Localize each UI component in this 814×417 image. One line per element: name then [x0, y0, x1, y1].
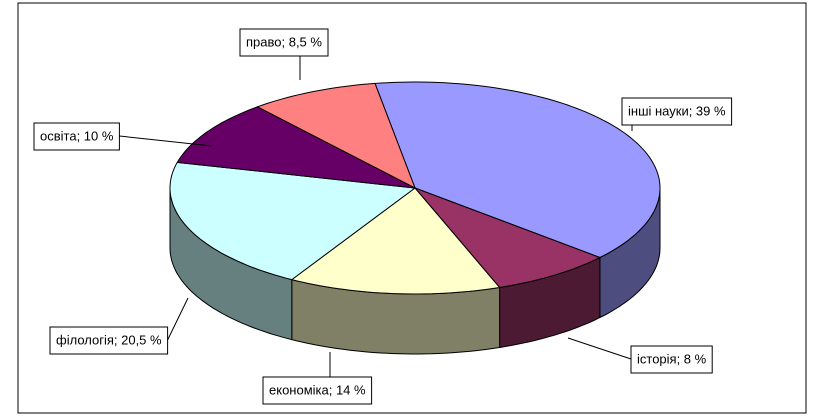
- slice: [256, 82, 416, 190]
- slice: [169, 161, 417, 281]
- leader-line: [167, 297, 189, 341]
- label-box: [630, 345, 713, 374]
- leader-line: [567, 337, 632, 360]
- slice: [290, 187, 501, 295]
- data-label: право; 8,5 %: [239, 28, 329, 80]
- label-text: освіта; 10 %: [40, 128, 114, 143]
- slice: [374, 81, 661, 259]
- label-text: інші науки; 39 %: [628, 103, 726, 118]
- leader-line: [119, 135, 213, 147]
- data-label: економіка; 14 %: [262, 352, 373, 405]
- label-box: [49, 326, 169, 355]
- slice: [413, 186, 602, 289]
- label-box: [262, 376, 373, 405]
- data-label: освіта; 10 %: [33, 122, 213, 151]
- label-box: [239, 28, 329, 57]
- data-label: історія; 8 %: [567, 337, 713, 374]
- label-text: філологія; 20,5 %: [56, 332, 162, 347]
- data-label: інші науки; 39 %: [621, 97, 733, 131]
- slice: [176, 106, 416, 189]
- label-box: [621, 97, 733, 126]
- data-label: філологія; 20,5 %: [49, 297, 189, 355]
- label-text: історія; 8 %: [637, 351, 707, 366]
- label-text: право; 8,5 %: [246, 34, 322, 49]
- label-text: економіка; 14 %: [269, 382, 366, 397]
